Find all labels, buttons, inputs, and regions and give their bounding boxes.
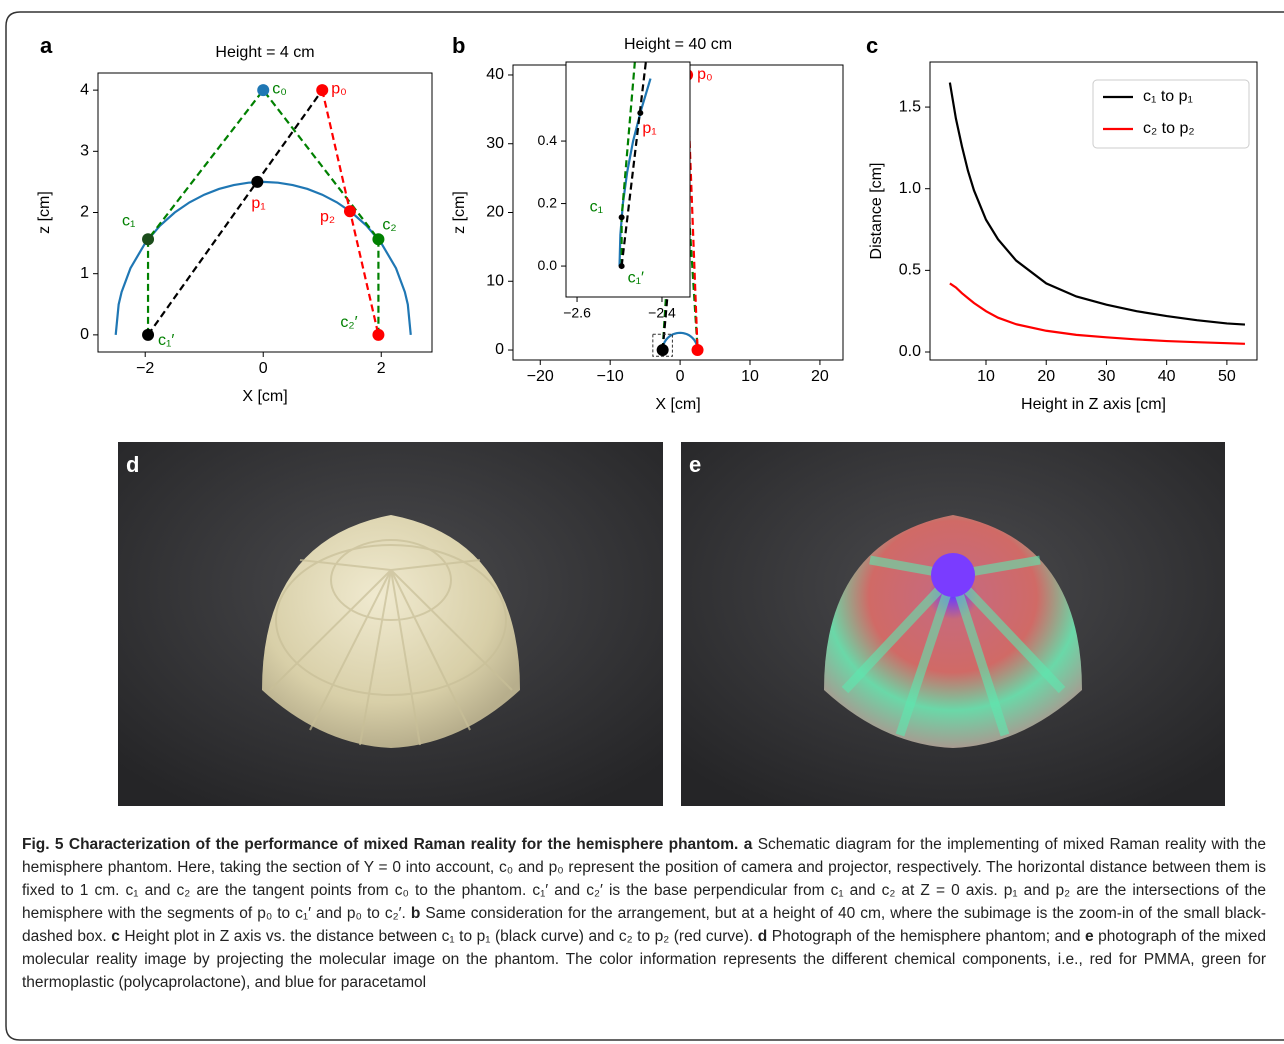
point [637, 110, 643, 116]
panel-label: e [689, 452, 701, 477]
x-axis-label: X [cm] [242, 388, 287, 405]
y-tick-label: 3 [80, 143, 89, 160]
y-tick-label: 0.2 [538, 194, 558, 210]
caption-panel-label: e [1085, 928, 1094, 945]
center-spot [931, 553, 975, 597]
y-tick-label: 40 [486, 66, 504, 83]
point-label: c₂′ [340, 314, 357, 331]
point-label: p₂ [320, 208, 335, 225]
y-tick-label: 20 [486, 204, 504, 221]
photo-e: e [681, 442, 1225, 806]
x-tick-label: 40 [1158, 368, 1176, 385]
x-axis-label: X [cm] [655, 396, 700, 413]
point [372, 233, 384, 245]
x-tick-label: 10 [741, 368, 759, 385]
point [344, 205, 356, 217]
point-label: p₀ [331, 80, 347, 97]
y-tick-label: 30 [486, 135, 504, 152]
x-tick-label: 20 [811, 368, 829, 385]
series-line [148, 90, 378, 335]
y-tick-label: 10 [486, 272, 504, 289]
y-axis-label: z [cm] [451, 191, 468, 234]
point [251, 176, 263, 188]
x-tick-label: 10 [977, 368, 995, 385]
x-tick-label: 0 [259, 360, 268, 377]
photo-d: d [118, 442, 663, 806]
caption-title: Characterization of the performance of m… [69, 836, 738, 853]
panel-label: d [126, 452, 139, 477]
point [142, 329, 154, 341]
y-axis-label: Distance [cm] [868, 163, 885, 260]
point [692, 344, 704, 356]
point-label: c₁′ [158, 332, 174, 349]
panel-label: a [40, 33, 53, 58]
point [316, 84, 328, 96]
caption-panel-label: c [111, 928, 120, 945]
caption: Fig. 5 Characterization of the performan… [22, 833, 1266, 994]
caption-panel-label: b [411, 905, 420, 922]
point-label: c₁ [590, 199, 603, 216]
series-line [950, 283, 1245, 343]
inset-background [566, 62, 690, 297]
x-tick-label: −2.6 [563, 305, 591, 321]
point-label: c₂ [382, 216, 396, 233]
x-tick-label: 2 [377, 360, 386, 377]
point [142, 233, 154, 245]
y-tick-label: 0.0 [899, 343, 921, 360]
y-tick-label: 4 [80, 81, 89, 98]
x-axis-label: Height in Z axis [cm] [1021, 396, 1166, 413]
point [619, 214, 625, 220]
point [619, 263, 625, 269]
point-label: c₀ [272, 80, 287, 97]
point-label: p₀ [697, 66, 713, 83]
chart: c₀ p₀ p₁ p₂ c₁ c₂ c₁′ c₂′ −2 0 2 0 1 2 3 4 Height = 4 cm… [36, 44, 432, 405]
plot-area [116, 90, 411, 335]
y-tick-label: 0.4 [538, 132, 558, 148]
x-tick-label: −20 [527, 368, 554, 385]
x-tick-label: 30 [1098, 368, 1116, 385]
figure-number: Fig. 5 [22, 836, 64, 853]
caption-panel-text: Height plot in Z axis vs. the distance b… [124, 928, 753, 945]
x-tick-label: 0 [676, 368, 685, 385]
x-tick-label: 50 [1218, 368, 1236, 385]
y-tick-label: 1 [80, 265, 89, 282]
y-tick-label: 0 [495, 341, 504, 358]
x-tick-label: 20 [1037, 368, 1055, 385]
caption-panel-text: Photograph of the hemisphere phantom; an… [772, 928, 1081, 945]
y-tick-label: 0.0 [538, 257, 558, 273]
point [372, 329, 384, 341]
x-tick-label: −2 [136, 360, 154, 377]
chart-title: Height = 40 cm [624, 36, 732, 53]
caption-panel-label: d [758, 928, 767, 945]
chart: 10 20 30 40 50 0.0 0.5 1.0 1.5 Height in Z axis [… [868, 62, 1257, 413]
point [257, 84, 269, 96]
panel-label: b [452, 33, 465, 58]
point-label: p₁ [642, 120, 656, 137]
y-tick-label: 0.5 [899, 262, 921, 279]
point [657, 344, 669, 356]
y-tick-label: 2 [80, 204, 89, 221]
legend-label: c₂ to p₂ [1143, 120, 1195, 137]
chart-title: Height = 4 cm [215, 44, 314, 61]
x-tick-label: −2.4 [648, 305, 676, 321]
point-label: c₁ [122, 212, 135, 229]
x-tick-label: −10 [597, 368, 624, 385]
y-tick-label: 1.5 [899, 98, 921, 115]
panel-label: c [866, 33, 878, 58]
caption-panel-label: a [744, 836, 753, 853]
y-tick-label: 0 [80, 326, 89, 343]
y-axis-label: z [cm] [36, 191, 53, 234]
y-tick-label: 1.0 [899, 180, 921, 197]
legend-label: c₁ to p₁ [1143, 88, 1193, 105]
point-label: c₁′ [628, 269, 644, 286]
point-label: p₁ [251, 195, 265, 212]
page: a b c d e c₀p₀p₁p₂c₁c₂c₁′c₂′−20201234Hei… [0, 0, 1284, 1044]
